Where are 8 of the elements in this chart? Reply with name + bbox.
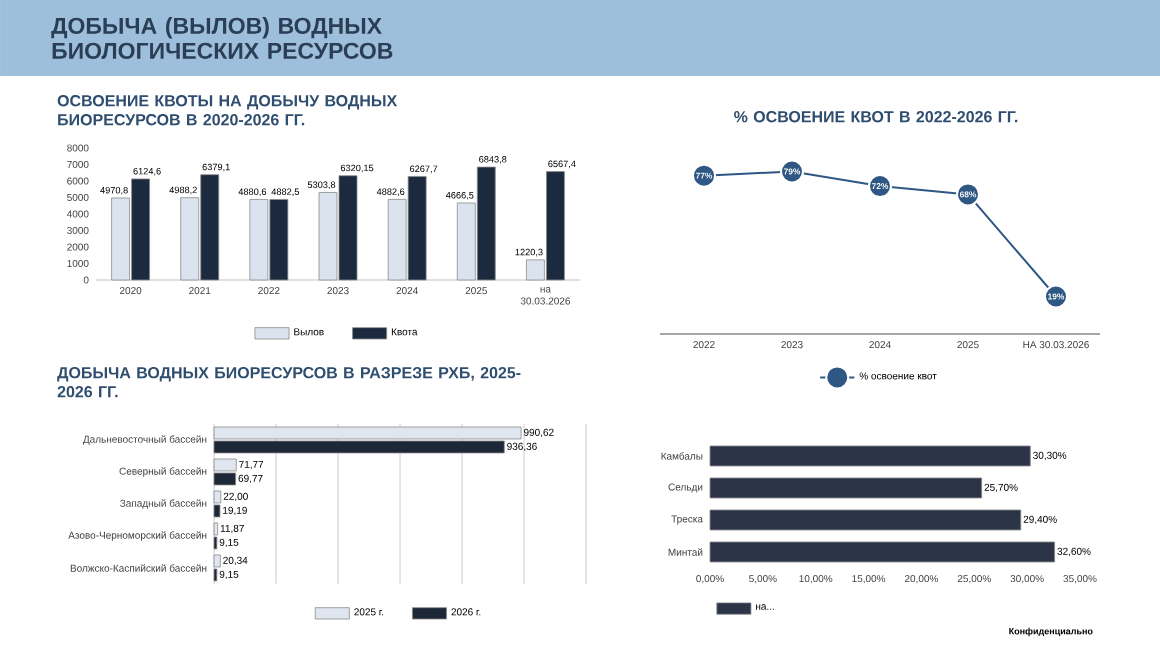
bar bbox=[709, 541, 1056, 563]
bar bbox=[709, 477, 983, 499]
text: ДОБЫЧА (ВЫЛОВ) ВОДНЫХ БИОЛОГИЧЕСКИХ РЕСУРСОВ bbox=[51, 17, 393, 59]
chart-title: % ОСВОЕНИЕ КВОТ В 2022-2026 ГГ. bbox=[734, 111, 1018, 123]
bar bbox=[709, 445, 1031, 467]
chart-title: ОСВОЕНИЕ КВОТЫ НА ДОБЫЧУ ВОДНЫХ БИОРЕСУРСОВ В 2020-2026 ГГ. bbox=[57, 95, 398, 126]
chart-title: ДОБЫЧА ВОДНЫХ БИОРЕСУРСОВ В РАЗРЕЗЕ РХБ, 2025-2026 ГГ. bbox=[57, 367, 521, 398]
bar bbox=[709, 509, 1022, 531]
